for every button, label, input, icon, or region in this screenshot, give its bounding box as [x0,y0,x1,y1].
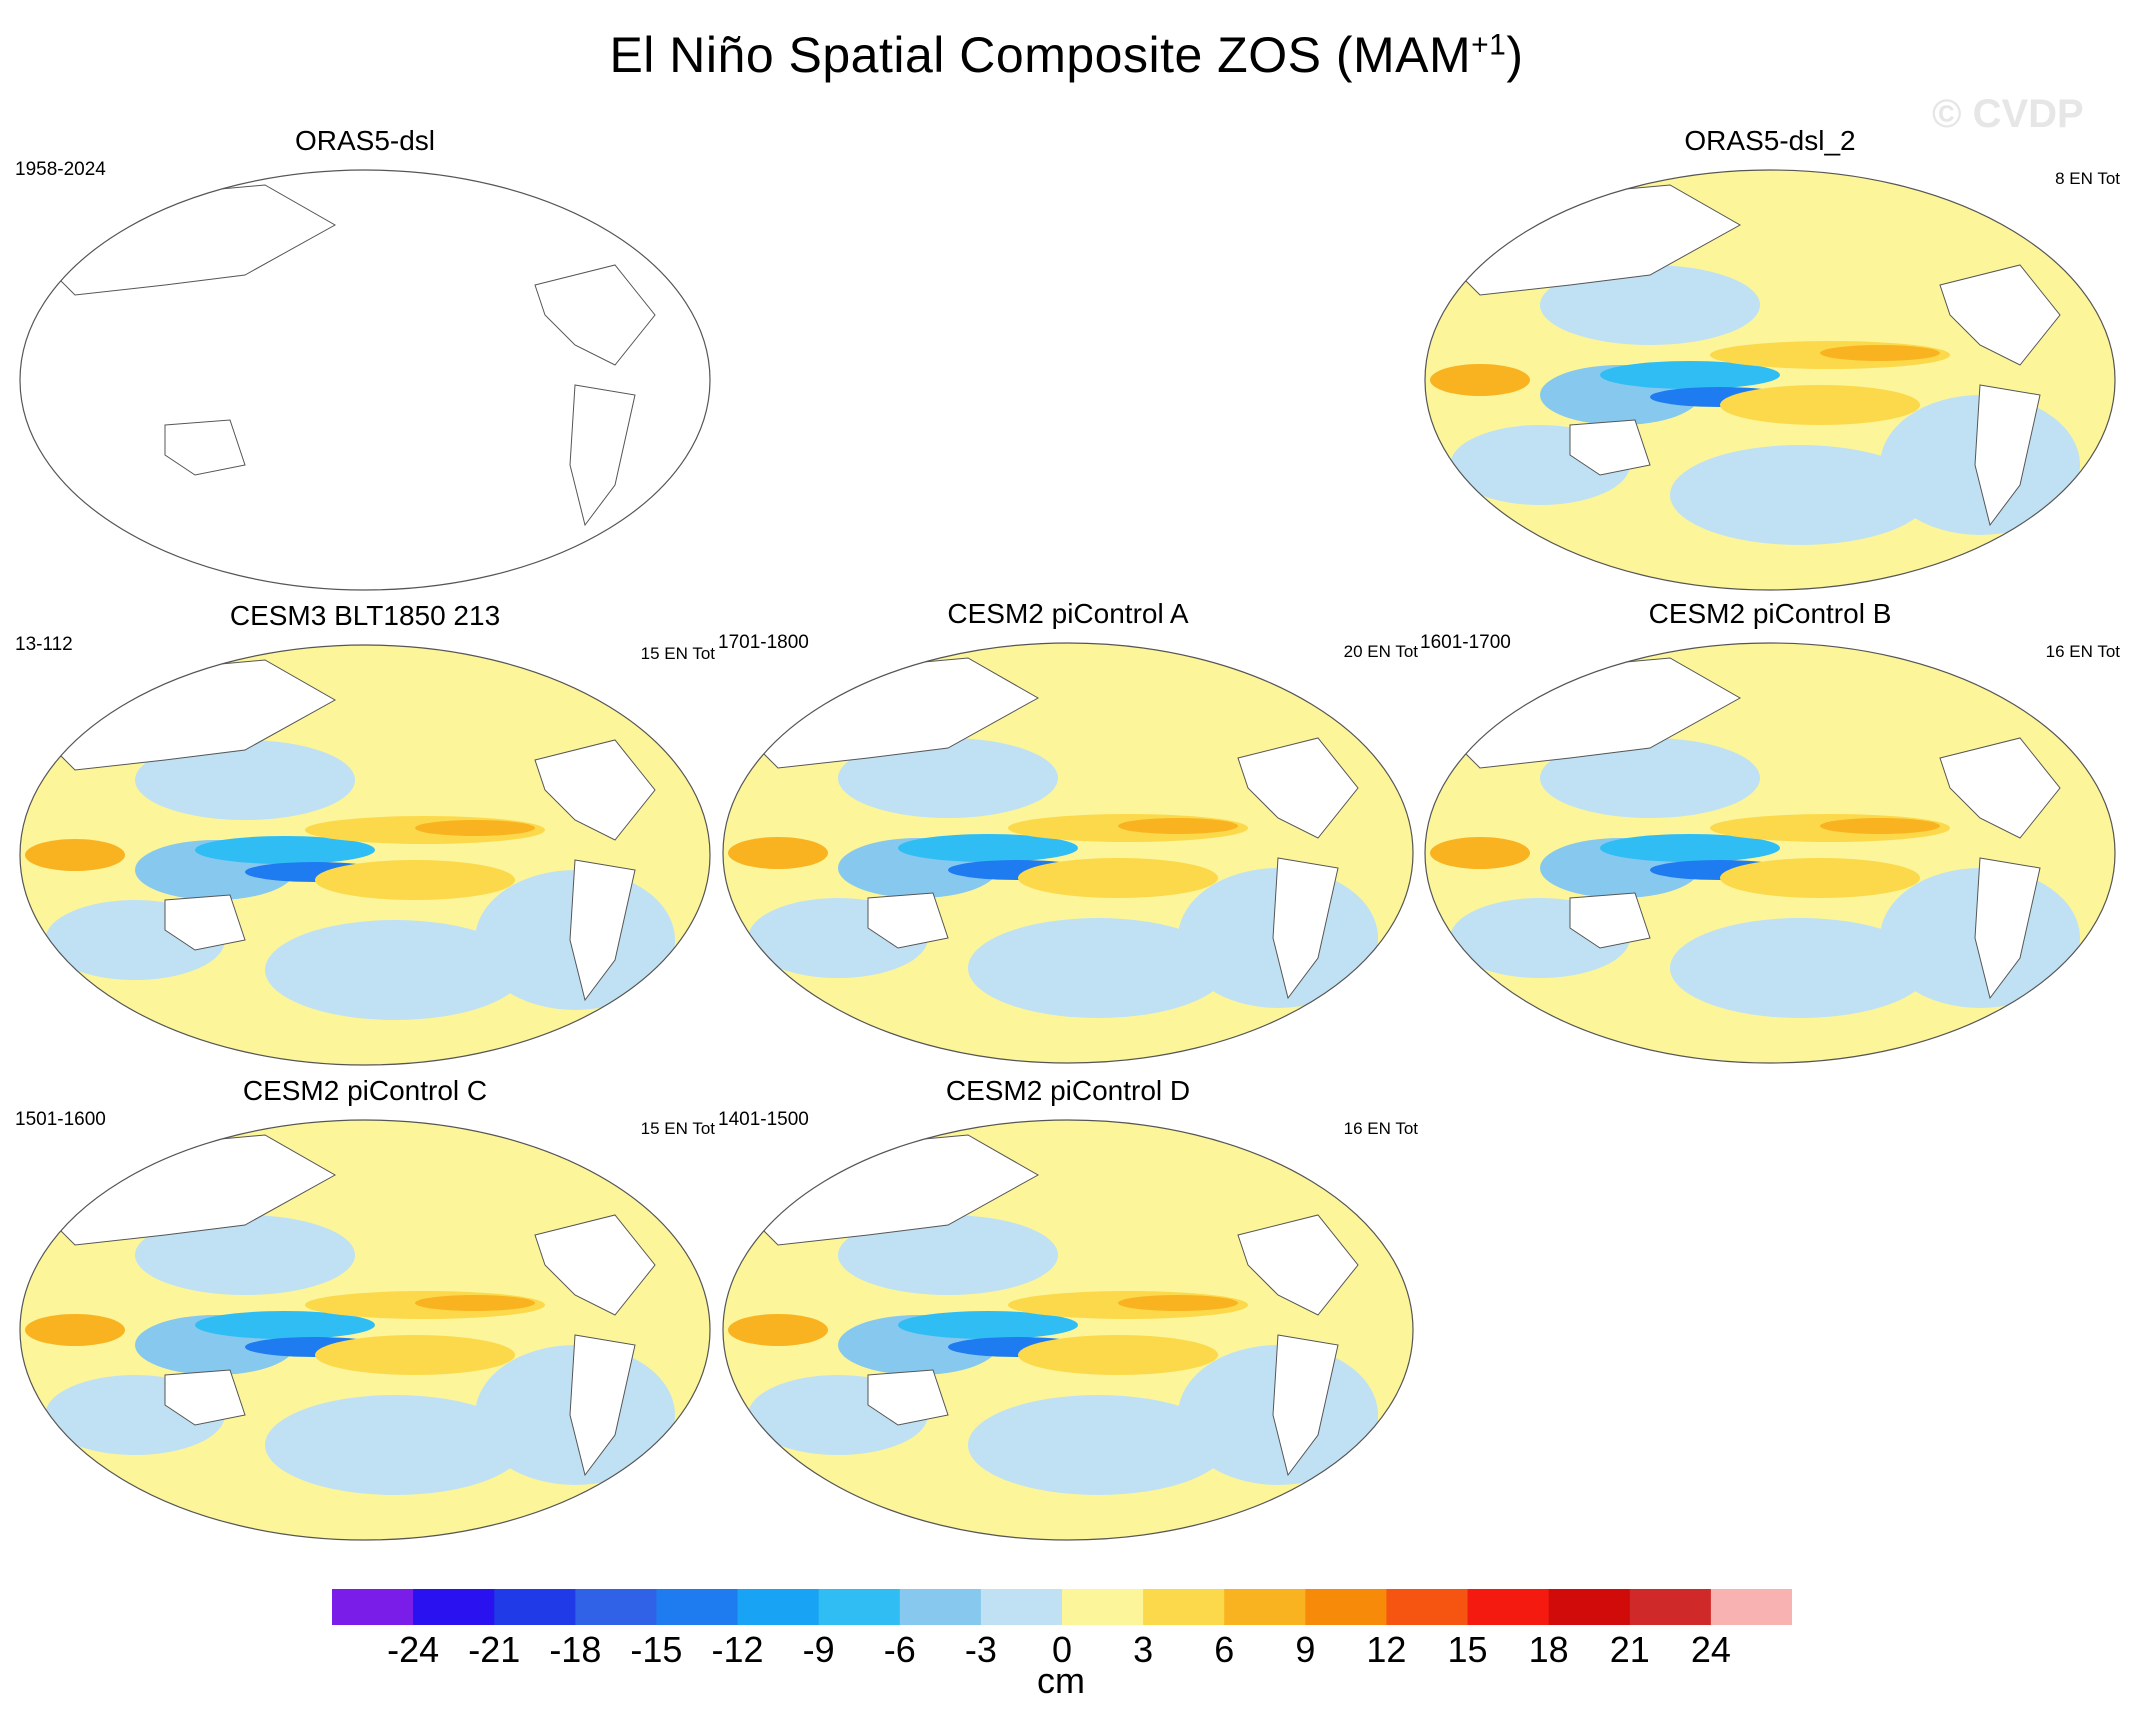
map-panel: CESM2 piControl D 1401-1500 16 EN Tot [718,1075,1418,1545]
map-panel: CESM2 piControl C 1501-1600 15 EN Tot [15,1075,715,1545]
colorbar-segment [1062,1589,1144,1625]
panel-title: ORAS5-dsl_2 [1684,125,1856,156]
colorbar-tick-label: 6 [1214,1629,1235,1670]
map-panel: ORAS5-dsl_2 8 EN Tot [1420,125,2120,595]
colorbar-tick-label: -12 [711,1629,764,1670]
colorbar-segment [332,1589,414,1625]
colorbar-tick-label: -21 [468,1629,521,1670]
colorbar-segment [494,1589,576,1625]
colorbar-tick-label: 3 [1133,1629,1154,1670]
panel-period-label: 1958-2024 [15,159,106,180]
panel-event-count: 16 EN Tot [1343,1119,1418,1138]
colorbar-segment [1629,1589,1712,1625]
colorbar-tick-label: -18 [549,1629,602,1670]
colorbar-tick-label: 21 [1609,1629,1650,1670]
colorbar-segment [1143,1589,1225,1625]
map-panel: ORAS5-dsl 1958-2024 [15,125,715,595]
colorbar-segment [1710,1589,1792,1625]
robinson-map [19,1119,711,1541]
colorbar-segment [980,1589,1063,1625]
panel-event-count: 16 EN Tot [2045,642,2120,661]
colorbar-segment [737,1589,820,1625]
robinson-map [722,1119,1414,1541]
colorbar-tick-label: -6 [883,1629,916,1670]
robinson-map [19,169,711,591]
colorbar-unit: cm [1037,1660,1085,1701]
colorbar-segment [575,1589,657,1625]
colorbar-segment [1305,1589,1387,1625]
panel-period-label: 1401-1500 [718,1109,809,1130]
colorbar-segment [899,1589,982,1625]
colorbar-tick-label: -15 [630,1629,683,1670]
colorbar-segment [818,1589,901,1625]
map-panel: CESM2 piControl A 1701-1800 20 EN Tot [718,598,1418,1068]
panel-event-count: 15 EN Tot [640,644,715,663]
colorbar-segment [1386,1589,1469,1625]
robinson-map [1424,642,2116,1064]
colorbar-segment [1548,1589,1631,1625]
panel-event-count: 8 EN Tot [2055,169,2120,188]
panel-title: CESM2 piControl A [947,598,1189,629]
colorbar-tick-label: 12 [1366,1629,1407,1670]
colorbar-segment [656,1589,739,1625]
panel-period-label: 13-112 [15,634,73,655]
colorbar-segment [1224,1589,1306,1625]
robinson-map [19,644,711,1066]
map-panel: CESM3 BLT1850 213 13-112 15 EN Tot [15,600,715,1070]
colorbar-tick-label: 15 [1447,1629,1488,1670]
panel-title: CESM3 BLT1850 213 [229,600,501,631]
colorbar-tick-label: 24 [1690,1629,1731,1670]
panel-period-label: 1601-1700 [1420,632,1511,653]
robinson-map [1424,169,2116,591]
figure-title: El Niño Spatial Composite ZOS (MAM+1) [609,27,1524,83]
panel-title: CESM2 piControl C [242,1075,488,1106]
colorbar-tick-label: 9 [1295,1629,1316,1670]
cvdp-watermark: © CVDP [1932,92,2084,136]
panel-title: CESM2 piControl D [945,1075,1191,1106]
colorbar-segment [413,1589,495,1625]
colorbar-tick-label: 18 [1528,1629,1569,1670]
colorbar-tick-label: 0 [1051,1629,1073,1670]
panel-event-count: 15 EN Tot [640,1119,715,1138]
panel-event-count: 20 EN Tot [1343,642,1418,661]
panel-period-label: 1701-1800 [718,632,809,653]
map-panel: CESM2 piControl B 1601-1700 16 EN Tot [1420,598,2120,1068]
robinson-map [722,642,1414,1064]
panel-title: ORAS5-dsl [294,125,436,156]
colorbar-tick-label: -3 [964,1629,997,1670]
colorbar-tick-label: -9 [802,1629,835,1670]
panel-period-label: 1501-1600 [15,1109,106,1130]
colorbar-tick-label: -24 [387,1629,440,1670]
colorbar [332,1589,1792,1625]
colorbar-segment [1467,1589,1550,1625]
panel-title: CESM2 piControl B [1648,598,1892,629]
